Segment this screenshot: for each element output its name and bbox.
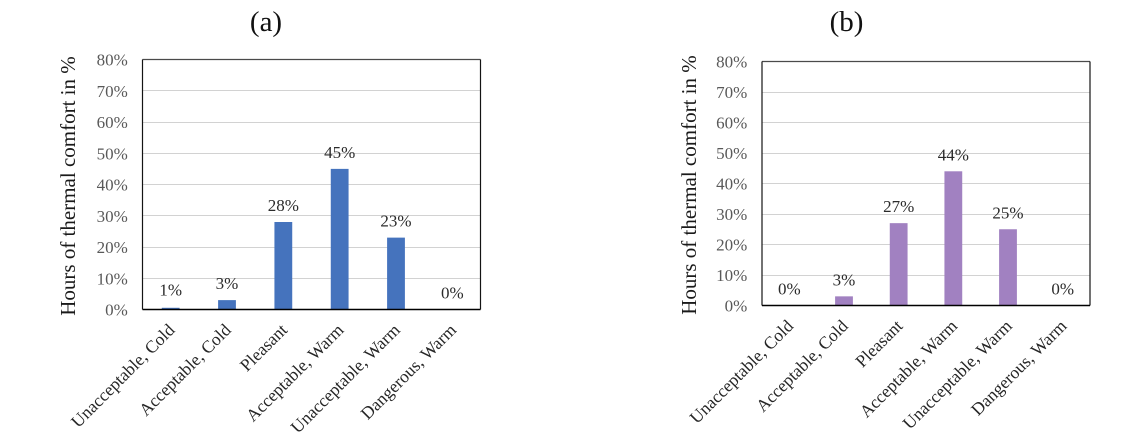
svg-text:0%: 0% <box>105 301 128 320</box>
svg-text:80%: 80% <box>716 53 747 72</box>
svg-text:20%: 20% <box>97 238 128 257</box>
svg-text:20%: 20% <box>716 236 747 255</box>
svg-text:80%: 80% <box>97 51 128 70</box>
svg-text:25%: 25% <box>992 203 1023 222</box>
svg-text:30%: 30% <box>716 205 747 224</box>
svg-text:Hours of thermal comfort in %: Hours of thermal comfort in % <box>677 55 701 315</box>
svg-text:Pleasant: Pleasant <box>236 320 291 375</box>
svg-text:60%: 60% <box>97 113 128 132</box>
svg-text:(b): (b) <box>830 6 864 38</box>
svg-text:60%: 60% <box>716 114 747 133</box>
svg-text:70%: 70% <box>97 82 128 101</box>
svg-text:Unacceptable, Cold: Unacceptable, Cold <box>685 316 797 428</box>
svg-text:50%: 50% <box>716 144 747 163</box>
svg-text:40%: 40% <box>97 176 128 195</box>
svg-text:0%: 0% <box>1051 280 1074 299</box>
svg-text:Unacceptable, Cold: Unacceptable, Cold <box>67 320 179 432</box>
svg-text:23%: 23% <box>380 212 411 231</box>
svg-text:10%: 10% <box>716 266 747 285</box>
svg-text:Dangerous, Warm: Dangerous, Warm <box>356 319 460 423</box>
svg-text:0%: 0% <box>441 284 464 303</box>
svg-text:40%: 40% <box>716 175 747 194</box>
svg-text:70%: 70% <box>716 83 747 102</box>
svg-text:Acceptable, Warm: Acceptable, Warm <box>855 315 961 421</box>
svg-text:Dangerous, Warm: Dangerous, Warm <box>967 315 1071 419</box>
svg-text:0%: 0% <box>778 280 801 299</box>
svg-text:3%: 3% <box>216 274 239 293</box>
svg-text:27%: 27% <box>883 197 914 216</box>
svg-text:45%: 45% <box>324 143 355 162</box>
svg-text:(a): (a) <box>250 6 282 38</box>
svg-text:Hours of thermal comfort in %: Hours of thermal comfort in % <box>56 56 80 316</box>
svg-text:30%: 30% <box>97 207 128 226</box>
svg-text:10%: 10% <box>97 269 128 288</box>
svg-text:50%: 50% <box>97 144 128 163</box>
svg-text:0%: 0% <box>725 297 748 316</box>
svg-text:28%: 28% <box>268 196 299 215</box>
svg-text:1%: 1% <box>159 280 182 299</box>
svg-text:Pleasant: Pleasant <box>851 316 906 371</box>
svg-text:Acceptable, Warm: Acceptable, Warm <box>242 319 348 425</box>
svg-text:44%: 44% <box>938 145 969 164</box>
svg-text:3%: 3% <box>833 270 856 289</box>
